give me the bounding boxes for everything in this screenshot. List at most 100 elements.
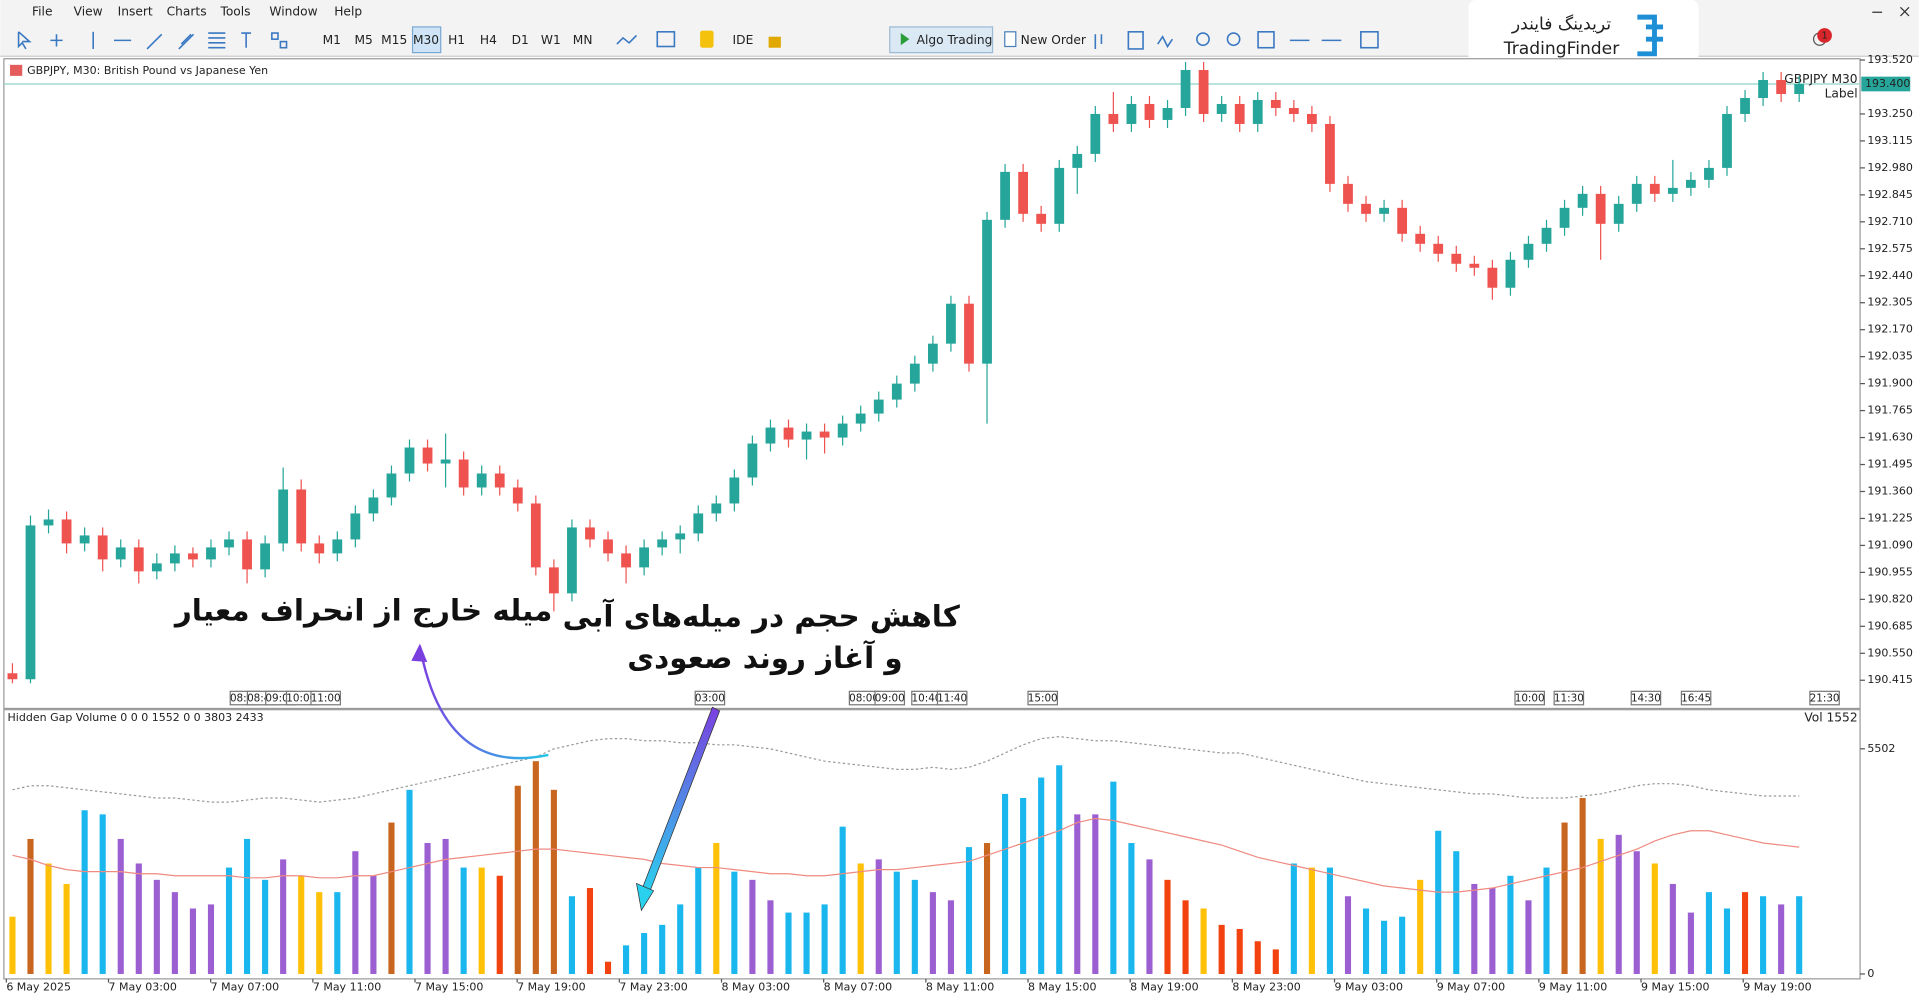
x-tick-label: 8 May 07:00 bbox=[824, 980, 892, 993]
ide-button[interactable]: IDE bbox=[733, 33, 754, 47]
timeframe-button[interactable]: M1 bbox=[323, 33, 341, 47]
candle-body bbox=[25, 525, 36, 680]
volume-bar bbox=[280, 859, 287, 974]
candle-body bbox=[314, 543, 325, 554]
menu-item[interactable]: File bbox=[32, 5, 52, 19]
x-tick-label: 7 May 23:00 bbox=[619, 980, 687, 993]
timeframe-button[interactable]: M5 bbox=[354, 33, 372, 47]
time-label-box bbox=[936, 690, 968, 706]
x-tick-label: 9 May 03:00 bbox=[1335, 980, 1403, 993]
time-label: 21:30 bbox=[1810, 693, 1840, 705]
candle-body bbox=[97, 535, 108, 560]
marketplace-icon bbox=[700, 30, 714, 48]
indicator-line bbox=[12, 736, 1800, 803]
volume-bar bbox=[1002, 793, 1009, 974]
candle-body bbox=[1740, 97, 1750, 114]
candle-body bbox=[729, 477, 740, 504]
volume-bar bbox=[298, 875, 305, 974]
volume-label: Vol 1552 bbox=[1804, 711, 1857, 725]
menu-item[interactable]: Tools bbox=[219, 5, 250, 19]
volume-bar bbox=[623, 945, 630, 974]
candle-body bbox=[964, 303, 974, 364]
timeframe-button[interactable]: H4 bbox=[480, 33, 497, 47]
menu-item[interactable]: Window bbox=[269, 5, 317, 19]
volume-bar bbox=[334, 892, 341, 974]
time-label: 16:45 bbox=[1681, 693, 1711, 705]
menu-item[interactable]: Insert bbox=[118, 5, 153, 19]
time-label: 11:40 bbox=[937, 693, 967, 705]
candle-body bbox=[1541, 227, 1552, 244]
volume-bar bbox=[1507, 875, 1514, 974]
volume-bar bbox=[1399, 916, 1406, 974]
logo-name-fa: تریدینگ فایندر bbox=[1511, 13, 1612, 34]
volume-bar bbox=[478, 867, 485, 974]
volume-bar bbox=[1489, 888, 1496, 974]
candle-body bbox=[1234, 103, 1245, 124]
y-tick-label: 192.575 bbox=[1867, 242, 1913, 255]
y-tick-label: 193.115 bbox=[1867, 134, 1913, 147]
candle-body bbox=[585, 527, 595, 540]
timeframe-button[interactable]: MN bbox=[573, 33, 593, 47]
volume-bar bbox=[81, 810, 88, 974]
volume-bar bbox=[1272, 949, 1279, 974]
x-tick-label: 6 May 2025 bbox=[6, 980, 71, 993]
volume-bar bbox=[63, 883, 70, 974]
symbol-label: GBPJPY M30 bbox=[1784, 72, 1857, 86]
volume-bar bbox=[1615, 834, 1622, 974]
candle-body bbox=[1072, 153, 1083, 168]
volume-bar bbox=[1417, 879, 1424, 974]
y-tick-label: 191.090 bbox=[1867, 538, 1913, 551]
timeframe-button[interactable]: W1 bbox=[541, 33, 561, 47]
volume-bar bbox=[659, 924, 666, 974]
volume-bar bbox=[1164, 879, 1171, 974]
candle-body bbox=[1523, 243, 1534, 260]
candle-body bbox=[188, 553, 198, 560]
candle-body bbox=[1776, 80, 1787, 94]
candle-body bbox=[1577, 193, 1588, 208]
volume-bar bbox=[1760, 896, 1767, 974]
candle-body bbox=[1252, 99, 1263, 124]
candle-body bbox=[1794, 83, 1805, 94]
logo-name-en: TradingFinder bbox=[1503, 39, 1620, 59]
volume-bar bbox=[893, 871, 900, 974]
candle-body bbox=[548, 567, 559, 594]
menu-item[interactable]: View bbox=[74, 5, 103, 19]
x-tick-label: 7 May 03:00 bbox=[108, 980, 176, 993]
menu-item[interactable]: Help bbox=[334, 5, 362, 19]
new-order-button[interactable]: New Order bbox=[1021, 33, 1087, 47]
chart-icon bbox=[9, 64, 23, 76]
timeframe-button[interactable]: M30 bbox=[413, 33, 439, 47]
volume-bar bbox=[1435, 830, 1442, 974]
candle-body bbox=[765, 427, 776, 444]
window-controls[interactable] bbox=[1872, 6, 1910, 17]
candle-body bbox=[169, 553, 180, 564]
volume-bar bbox=[947, 900, 954, 974]
x-tick-label: 8 May 23:00 bbox=[1232, 980, 1300, 993]
candle-body bbox=[621, 553, 631, 568]
volume-bar bbox=[352, 851, 359, 974]
candle-body bbox=[1487, 267, 1498, 288]
time-label-box bbox=[1514, 690, 1545, 706]
timeframe-button[interactable]: H1 bbox=[448, 33, 465, 47]
candle-body bbox=[1325, 123, 1335, 184]
x-tick-label: 9 May 07:00 bbox=[1437, 980, 1505, 993]
candle-body bbox=[1054, 167, 1065, 224]
y-tick-label: 0 bbox=[1867, 967, 1874, 980]
logo-mark bbox=[1637, 14, 1664, 57]
candle-body bbox=[1288, 107, 1299, 114]
volume-bar bbox=[424, 843, 431, 974]
x-tick-label: 8 May 03:00 bbox=[722, 980, 790, 993]
candle-body bbox=[1090, 113, 1101, 154]
play-icon bbox=[900, 33, 910, 46]
volume-bar bbox=[1200, 908, 1207, 974]
menu-item[interactable]: Charts bbox=[167, 5, 207, 19]
timeframe-button[interactable]: M15 bbox=[381, 33, 407, 47]
volume-bar bbox=[1290, 863, 1297, 974]
candle-body bbox=[1397, 207, 1408, 234]
timeframe-button[interactable]: D1 bbox=[512, 33, 529, 47]
volume-bar bbox=[406, 789, 413, 974]
candle-body bbox=[206, 547, 216, 560]
volume-bar bbox=[388, 822, 395, 974]
volume-bar bbox=[225, 867, 233, 974]
volume-bar bbox=[785, 912, 792, 974]
